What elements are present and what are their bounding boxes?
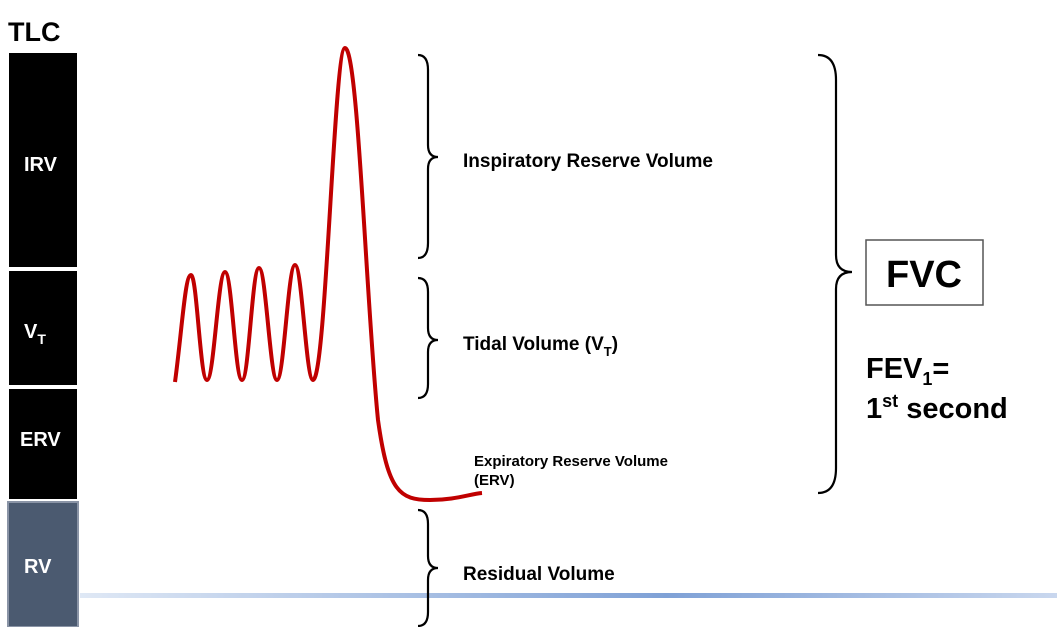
rv-text: Residual Volume <box>463 564 615 585</box>
erv-line: Expiratory Reserve Volume <box>474 453 668 470</box>
tlc-title: TLC <box>8 17 60 47</box>
tidal-main: Tidal Volume (V <box>463 334 604 355</box>
first-suffix: second <box>898 393 1008 425</box>
spirogram <box>173 45 483 503</box>
fev-text: FEV1= <box>866 353 949 389</box>
fvc-text: FVC <box>886 254 962 296</box>
irv-box <box>7 51 79 269</box>
vt-box <box>7 269 79 387</box>
fvc-box <box>865 239 984 306</box>
erv-text: Expiratory Reserve Volume (ERV) <box>474 453 668 489</box>
rv-brace <box>417 508 439 627</box>
irv-label: IRV <box>24 154 58 176</box>
irv-brace <box>417 53 439 260</box>
erv-label: ERV <box>20 429 61 451</box>
tidal-brace <box>417 276 439 400</box>
erv-box <box>7 387 79 501</box>
vt-label: VT <box>24 321 46 347</box>
first-main: 1 <box>866 393 882 425</box>
vt-main: V <box>24 321 38 343</box>
tidal-text: Tidal Volume (VT) <box>463 334 618 359</box>
tidal-sub: T <box>604 344 612 359</box>
rv-label: RV <box>24 556 52 578</box>
fvc-brace <box>817 53 853 495</box>
rv-box <box>7 501 79 627</box>
fev-sub: 1 <box>922 369 932 389</box>
fev-main: FEV <box>866 353 923 385</box>
erv-line: (ERV) <box>474 472 515 489</box>
first-sup: st <box>882 391 898 411</box>
first-second: 1st second <box>866 391 1008 425</box>
fev-suffix: = <box>932 353 949 385</box>
vt-sub: T <box>37 331 46 347</box>
irv-text: Inspiratory Reserve Volume <box>463 151 713 172</box>
tidal-suffix: ) <box>612 334 618 355</box>
footer-line <box>80 593 1057 598</box>
